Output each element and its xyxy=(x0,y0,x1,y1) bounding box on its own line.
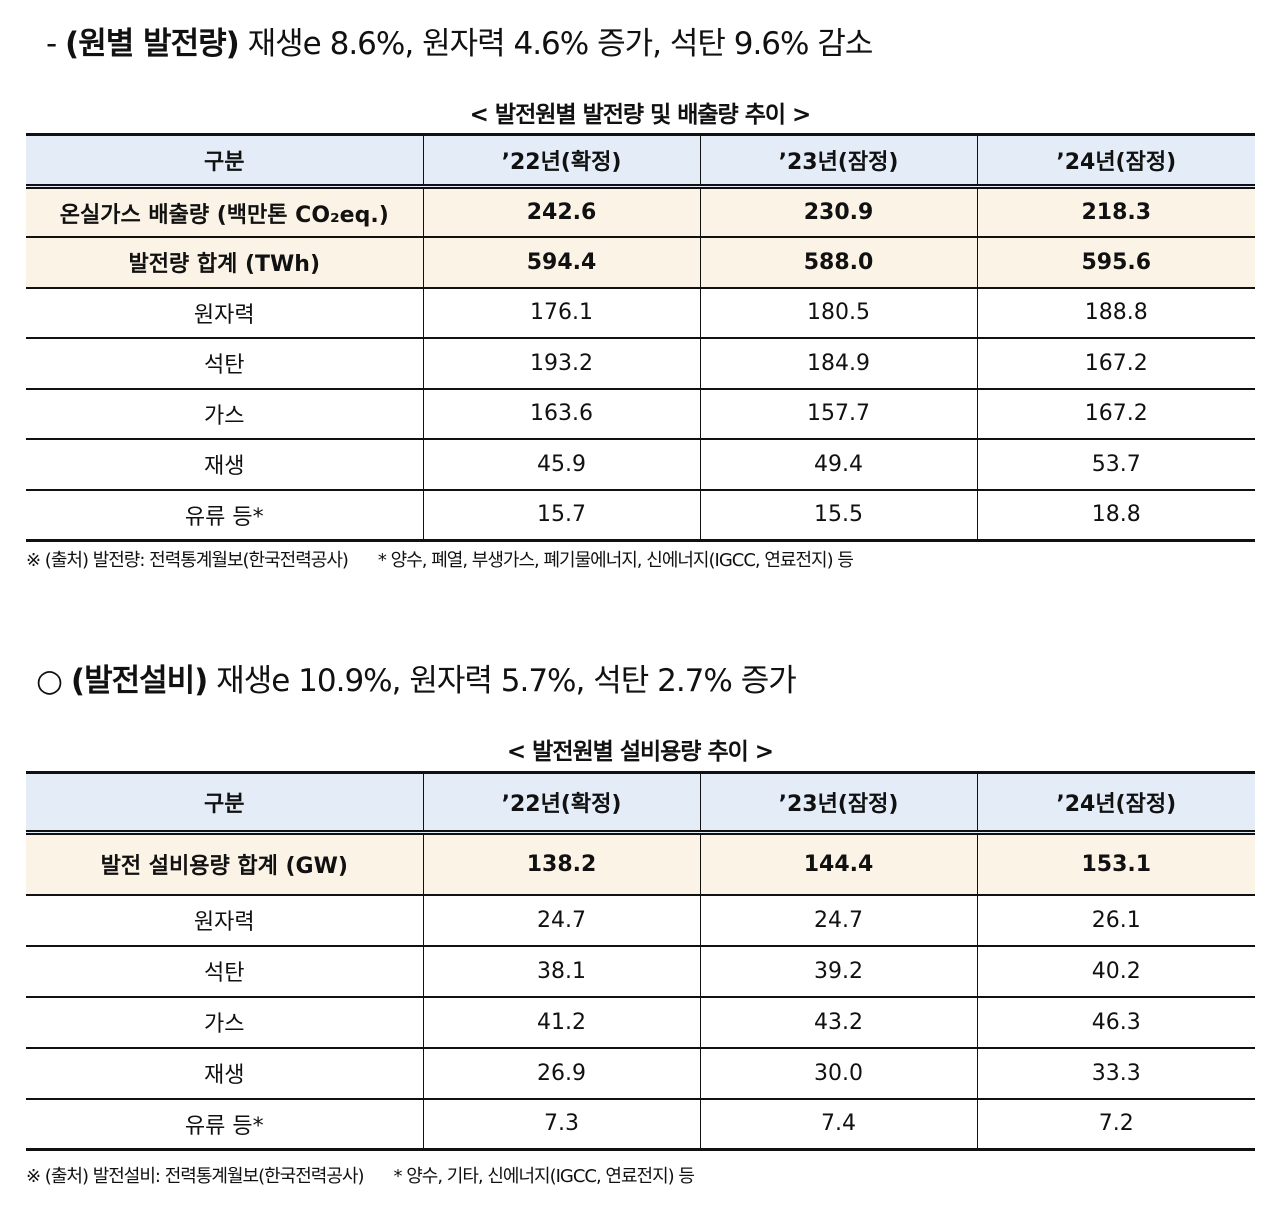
table-row: 가스 163.6 157.7 167.2 xyxy=(26,388,1255,440)
row-label: 석탄 xyxy=(26,338,423,390)
cell-value: 38.1 xyxy=(422,945,700,998)
cell-value: 167.2 xyxy=(976,388,1255,440)
cell-value: 7.3 xyxy=(422,1098,700,1151)
header-row: 구분 ’22년(확정) ’23년(잠정) ’24년(잠정) xyxy=(26,133,1255,189)
table-row: 원자력 24.7 24.7 26.1 xyxy=(26,894,1255,947)
cell-value: 26.9 xyxy=(422,1047,700,1100)
cell-value: 588.0 xyxy=(699,237,977,289)
cell-value: 24.7 xyxy=(699,894,977,947)
cell-value: 30.0 xyxy=(699,1047,977,1100)
table-row: 재생 26.9 30.0 33.3 xyxy=(26,1047,1255,1100)
section-heading-generation: - (원별 발전량) 재생e 8.6%, 원자력 4.6% 증가, 석탄 9.6… xyxy=(46,18,874,63)
table-row: 석탄 38.1 39.2 40.2 xyxy=(26,945,1255,998)
heading-prefix: ○ xyxy=(36,663,71,699)
header-row: 구분 ’22년(확정) ’23년(잠정) ’24년(잠정) xyxy=(26,771,1255,835)
table1-caption: < 발전원별 발전량 및 배출량 추이 > xyxy=(469,102,812,128)
row-label: 원자력 xyxy=(26,894,423,947)
table1-note: ※ (출처) 발전량: 전력통계월보(한국전력공사) * 양수, 폐열, 부생가스… xyxy=(26,546,854,572)
row-label: 발전 설비용량 합계 (GW) xyxy=(26,832,423,896)
cell-value: 193.2 xyxy=(422,338,700,390)
column-header: ’24년(잠정) xyxy=(976,771,1255,835)
column-header: ’22년(확정) xyxy=(422,771,700,835)
cell-value: 46.3 xyxy=(976,996,1255,1049)
table2-note: ※ (출처) 발전설비: 전력통계월보(한국전력공사) * 양수, 기타, 신에너… xyxy=(26,1162,695,1188)
cell-value: 40.2 xyxy=(976,945,1255,998)
table-row: 발전 설비용량 합계 (GW) 138.2 144.4 153.1 xyxy=(26,832,1255,896)
row-label: 석탄 xyxy=(26,945,423,998)
table-row: 원자력 176.1 180.5 188.8 xyxy=(26,287,1255,339)
cell-value: 188.8 xyxy=(976,287,1255,339)
cell-value: 138.2 xyxy=(422,832,700,896)
cell-value: 218.3 xyxy=(976,186,1255,238)
footnote: * 양수, 기타, 신에너지(IGCC, 연료전지) 등 xyxy=(393,1166,694,1187)
capacity-table: 구분 ’22년(확정) ’23년(잠정) ’24년(잠정) 발전 설비용량 합계 (GW… xyxy=(26,771,1255,1151)
column-header: ’22년(확정) xyxy=(422,133,700,189)
cell-value: 184.9 xyxy=(699,338,977,390)
table-row: 재생 45.9 49.4 53.7 xyxy=(26,439,1255,491)
cell-value: 163.6 xyxy=(422,388,700,440)
cell-value: 7.2 xyxy=(976,1098,1255,1151)
table-row: 유류 등* 15.7 15.5 18.8 xyxy=(26,489,1255,542)
cell-value: 180.5 xyxy=(699,287,977,339)
cell-value: 53.7 xyxy=(976,439,1255,491)
heading-text: 재생e 10.9%, 원자력 5.7%, 석탄 2.7% 증가 xyxy=(207,663,797,699)
cell-value: 594.4 xyxy=(422,237,700,289)
source-note: ※ (출처) 발전설비: 전력통계월보(한국전력공사) xyxy=(26,1166,364,1187)
cell-value: 39.2 xyxy=(699,945,977,998)
cell-value: 595.6 xyxy=(976,237,1255,289)
heading-prefix: - xyxy=(46,26,66,62)
cell-value: 144.4 xyxy=(699,832,977,896)
heading-bold: (발전설비) xyxy=(70,663,208,699)
row-label: 발전량 합계 (TWh) xyxy=(26,237,423,289)
cell-value: 230.9 xyxy=(699,186,977,238)
table-row: 온실가스 배출량 (백만톤 CO₂eq.) 242.6 230.9 218.3 xyxy=(26,186,1255,238)
row-label: 재생 xyxy=(26,439,423,491)
cell-value: 26.1 xyxy=(976,894,1255,947)
cell-value: 242.6 xyxy=(422,186,700,238)
source-note: ※ (출처) 발전량: 전력통계월보(한국전력공사) xyxy=(26,550,349,571)
row-label: 가스 xyxy=(26,388,423,440)
generation-table: 구분 ’22년(확정) ’23년(잠정) ’24년(잠정) 온실가스 배출량 (백만톤 … xyxy=(26,133,1255,542)
heading-text: 재생e 8.6%, 원자력 4.6% 증가, 석탄 9.6% 감소 xyxy=(238,26,874,62)
cell-value: 15.7 xyxy=(422,489,700,542)
section-heading-capacity: ○ (발전설비) 재생e 10.9%, 원자력 5.7%, 석탄 2.7% 증가 xyxy=(36,655,797,700)
cell-value: 176.1 xyxy=(422,287,700,339)
cell-value: 7.4 xyxy=(699,1098,977,1151)
table-row: 발전량 합계 (TWh) 594.4 588.0 595.6 xyxy=(26,237,1255,289)
row-label: 가스 xyxy=(26,996,423,1049)
cell-value: 24.7 xyxy=(422,894,700,947)
cell-value: 49.4 xyxy=(699,439,977,491)
table-row: 유류 등* 7.3 7.4 7.2 xyxy=(26,1098,1255,1151)
cell-value: 43.2 xyxy=(699,996,977,1049)
row-label: 유류 등* xyxy=(26,1098,423,1151)
table-row: 석탄 193.2 184.9 167.2 xyxy=(26,338,1255,390)
column-header: 구분 xyxy=(26,771,423,835)
column-header: 구분 xyxy=(26,133,423,189)
heading-bold: (원별 발전량) xyxy=(65,26,240,62)
column-header: ’23년(잠정) xyxy=(699,133,977,189)
cell-value: 153.1 xyxy=(976,832,1255,896)
cell-value: 33.3 xyxy=(976,1047,1255,1100)
table2-caption: < 발전원별 설비용량 추이 > xyxy=(506,739,774,765)
table-row: 가스 41.2 43.2 46.3 xyxy=(26,996,1255,1049)
cell-value: 45.9 xyxy=(422,439,700,491)
cell-value: 167.2 xyxy=(976,338,1255,390)
cell-value: 157.7 xyxy=(699,388,977,440)
footnote: * 양수, 폐열, 부생가스, 폐기물에너지, 신에너지(IGCC, 연료전지)… xyxy=(377,550,854,571)
row-label: 온실가스 배출량 (백만톤 CO₂eq.) xyxy=(26,186,423,238)
cell-value: 41.2 xyxy=(422,996,700,1049)
row-label: 재생 xyxy=(26,1047,423,1100)
row-label: 유류 등* xyxy=(26,489,423,542)
cell-value: 18.8 xyxy=(976,489,1255,542)
column-header: ’24년(잠정) xyxy=(976,133,1255,189)
column-header: ’23년(잠정) xyxy=(699,771,977,835)
cell-value: 15.5 xyxy=(699,489,977,542)
row-label: 원자력 xyxy=(26,287,423,339)
